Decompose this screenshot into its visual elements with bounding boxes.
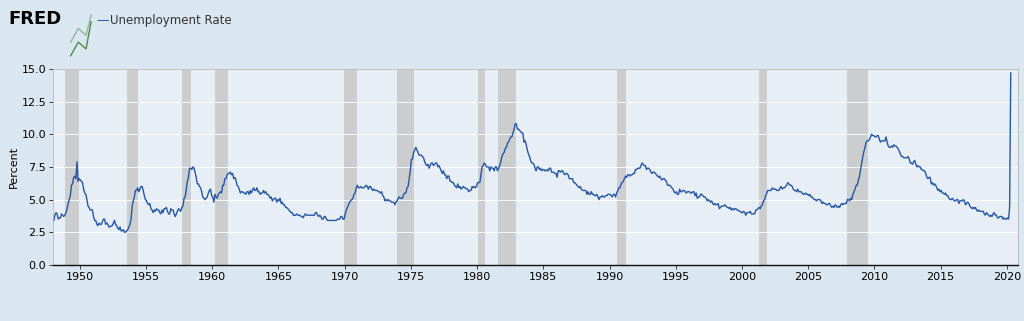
Bar [66, 69, 79, 265]
Text: —: — [96, 14, 109, 27]
Text: Unemployment Rate: Unemployment Rate [110, 14, 231, 27]
Bar [478, 69, 484, 265]
Bar [617, 69, 626, 265]
Bar [396, 69, 414, 265]
Text: FRED: FRED [8, 10, 61, 28]
Bar [847, 69, 867, 265]
Bar [498, 69, 516, 265]
Bar [182, 69, 191, 265]
Y-axis label: Percent: Percent [9, 146, 18, 188]
Bar [759, 69, 767, 265]
Bar [127, 69, 138, 265]
Bar [215, 69, 227, 265]
Bar [343, 69, 356, 265]
